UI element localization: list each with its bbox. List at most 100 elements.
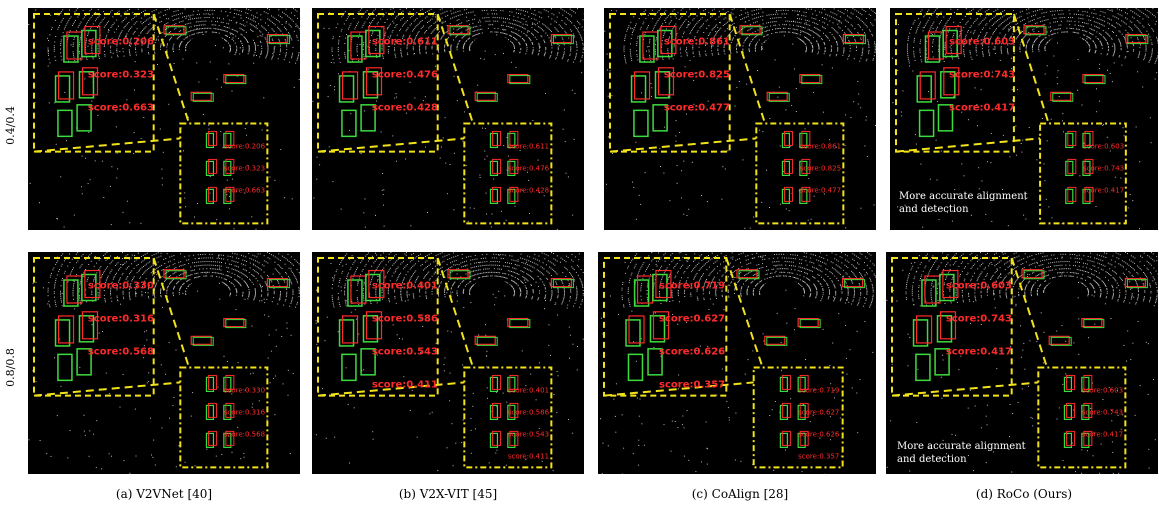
lidar-point [166,28,168,30]
lidar-point [526,46,528,48]
lidar-point [576,52,578,54]
lidar-point [190,14,192,16]
lidar-point [524,40,525,42]
lidar-point [116,12,118,14]
lidar-point [238,266,239,268]
lidar-point [72,23,74,25]
lidar-point [176,282,178,284]
lidar-point [213,10,215,11]
lidar-point [474,26,476,28]
lidar-point [199,276,201,278]
lidar-point [275,33,277,35]
lidar-point [1045,19,1047,21]
lidar-point [394,55,396,57]
lidar-point [384,22,386,23]
lidar-point [538,11,540,13]
lidar-point [569,14,571,16]
lidar-point [829,55,831,57]
lidar-point [675,140,677,142]
lidar-point [259,300,261,302]
lidar-point [528,16,530,18]
lidar-point [747,30,749,32]
lidar-point [661,43,663,45]
lidar-point [381,26,383,28]
lidar-point [412,14,414,16]
lidar-point [1034,10,1036,12]
lidar-point [482,127,483,129]
lidar-point [253,17,255,19]
lidar-point [438,32,439,34]
lidar-point [1099,33,1101,35]
lidar-point [145,26,147,28]
lidar-point [660,16,661,18]
lidar-point [756,43,757,45]
lidar-point [147,262,149,264]
lidar-point [579,61,581,63]
lidar-point [604,30,606,32]
lidar-point [179,13,181,15]
ground-truth-box [223,160,232,177]
lidar-point [665,10,667,12]
lidar-point [861,52,863,54]
lidar-point [133,267,135,269]
lidar-point [783,35,785,37]
lidar-point [759,129,761,131]
lidar-point [1013,44,1015,46]
lidar-point [85,15,87,16]
lidar-point [72,25,73,26]
lidar-point [261,129,263,131]
lidar-point [786,13,787,15]
lidar-point [97,44,99,46]
lidar-point [160,48,161,50]
ground-truth-box [81,29,97,58]
lidar-point [234,54,236,56]
lidar-point [572,33,574,35]
lidar-point [431,45,433,47]
lidar-point [234,13,235,14]
lidar-point [982,55,984,57]
lidar-point [972,8,974,10]
lidar-point [829,15,831,17]
prediction-box [919,71,936,100]
lidar-point [395,25,397,27]
prediction-box [163,25,185,35]
lidar-point [783,171,784,173]
lidar-point [409,24,411,26]
lidar-point [1153,15,1155,17]
lidar-point [777,13,779,15]
lidar-point [1009,156,1011,158]
lidar-point [932,27,934,29]
lidar-point [296,36,298,38]
lidar-point [864,145,866,147]
lidar-point [382,57,384,59]
lidar-point [913,194,915,196]
lidar-point [171,15,173,17]
lidar-point [825,34,826,36]
lidar-point [207,27,208,29]
lidar-point [357,21,359,23]
lidar-point [432,53,434,55]
lidar-point [561,58,563,60]
lidar-point [707,100,709,102]
lidar-point [914,60,916,61]
lidar-point [140,138,142,140]
lidar-point [1119,42,1121,44]
lidar-point [216,78,218,80]
lidar-point [180,279,182,281]
lidar-point [60,21,62,23]
lidar-point [466,8,468,10]
lidar-point [1035,14,1037,16]
lidar-point [245,12,247,14]
lidar-point [151,265,153,267]
lidar-point [89,10,91,12]
lidar-point [57,28,59,30]
lidar-point [807,28,809,30]
lidar-point [1050,11,1052,12]
lidar-point [73,54,74,56]
lidar-point [564,30,566,32]
lidar-point [874,47,876,49]
lidar-point [1016,29,1018,30]
lidar-point [111,56,113,58]
lidar-point [1007,24,1009,25]
lidar-point [1032,11,1034,13]
